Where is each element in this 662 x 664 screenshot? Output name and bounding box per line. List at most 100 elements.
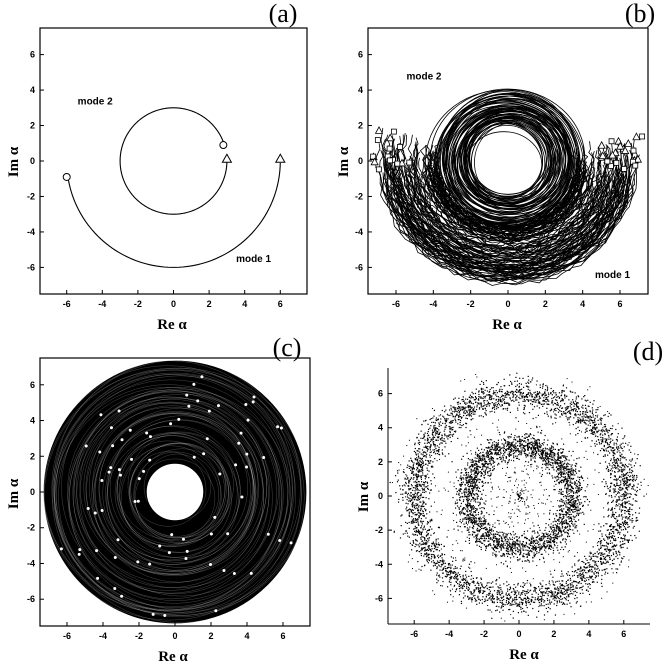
scatter-point [433, 451, 436, 453]
trajectory-loop [134, 458, 216, 539]
scatter-point [556, 535, 559, 537]
scatter-point [470, 519, 472, 521]
scatter-point [456, 588, 458, 590]
marker-dot [142, 469, 146, 473]
scatter-point [467, 582, 470, 585]
scatter-point [402, 493, 404, 495]
scatter-point [609, 536, 611, 538]
scatter-point [563, 467, 565, 469]
scatter-point [421, 468, 424, 470]
scatter-point [463, 478, 465, 480]
scatter-point [406, 532, 408, 534]
scatter-point [571, 575, 574, 577]
scatter-point [502, 546, 504, 548]
scatter-point [468, 517, 471, 519]
scatter-point [527, 443, 529, 445]
scatter-point [613, 483, 615, 486]
scatter-point [475, 463, 478, 465]
scatter-point [479, 479, 481, 481]
scatter-point [552, 591, 554, 593]
scatter-point [530, 447, 533, 450]
scatter-point [503, 555, 506, 557]
scatter-point [459, 406, 461, 408]
scatter-point [462, 513, 465, 515]
scatter-point [536, 552, 538, 554]
scatter-point [439, 569, 441, 571]
scatter-point [546, 534, 549, 536]
scatter-point [471, 463, 473, 466]
scatter-point [480, 457, 482, 459]
scatter-point [467, 462, 469, 464]
scatter-point [579, 577, 581, 579]
scatter-point [555, 594, 557, 597]
scatter-point [551, 446, 553, 448]
scatter-point [470, 407, 472, 409]
scatter-point [570, 467, 572, 470]
scatter-point [409, 478, 411, 481]
scatter-point [605, 468, 608, 470]
trajectory-loop [43, 369, 296, 621]
scatter-point [501, 605, 503, 607]
scatter-point [423, 455, 426, 457]
scatter-point [496, 539, 498, 541]
scatter-point [515, 446, 517, 448]
scatter-point [573, 403, 576, 405]
scatter-point [621, 447, 623, 450]
scatter-point [550, 595, 552, 597]
scatter-point [537, 448, 539, 451]
scatter-point [406, 522, 408, 525]
scatter-point [552, 537, 554, 539]
scatter-point [539, 550, 541, 552]
scatter-point [556, 480, 558, 482]
scatter-point [435, 542, 437, 544]
scatter-point [556, 443, 558, 445]
scatter-point [509, 546, 511, 548]
scatter-point [469, 401, 472, 403]
scatter-point [550, 387, 552, 390]
scatter-point [552, 529, 554, 531]
scatter-point [479, 458, 482, 460]
scatter-point [570, 490, 573, 492]
scatter-point [534, 448, 536, 450]
scatter-point [475, 520, 477, 522]
scatter-point [631, 488, 633, 490]
scatter-point [460, 478, 462, 480]
scatter-point [560, 598, 562, 601]
scatter-point [468, 498, 471, 500]
scatter-point [466, 417, 468, 420]
scatter-point [441, 569, 443, 571]
scatter-point [417, 470, 419, 472]
scatter-point [532, 449, 535, 451]
scatter-point [560, 448, 562, 450]
scatter-point [519, 439, 521, 441]
scatter-point [457, 574, 459, 576]
scatter-point [419, 464, 421, 467]
scatter-point [426, 487, 429, 490]
marker-dot [213, 515, 217, 519]
scatter-point [440, 418, 442, 420]
scatter-point [558, 392, 561, 394]
scatter-point [587, 405, 589, 407]
scatter-point [492, 534, 494, 536]
start-marker [621, 165, 628, 172]
scatter-point [527, 393, 529, 395]
scatter-point [561, 479, 563, 481]
scatter-point [473, 515, 476, 517]
scatter-point [552, 462, 554, 464]
scatter-point [564, 467, 567, 470]
scatter-point [559, 488, 561, 491]
scatter-point [409, 500, 412, 503]
scatter-point [468, 493, 470, 495]
scatter-point [529, 539, 531, 542]
scatter-point [556, 524, 558, 527]
scatter-point [549, 541, 551, 544]
scatter-point [483, 405, 485, 407]
scatter-point [475, 535, 477, 537]
scatter-point [616, 525, 619, 527]
scatter-point [544, 536, 547, 538]
scatter-point [488, 537, 490, 540]
scatter-point [527, 549, 529, 552]
trajectory-loop [116, 435, 227, 545]
scatter-point [447, 418, 449, 420]
start-marker [608, 162, 614, 169]
